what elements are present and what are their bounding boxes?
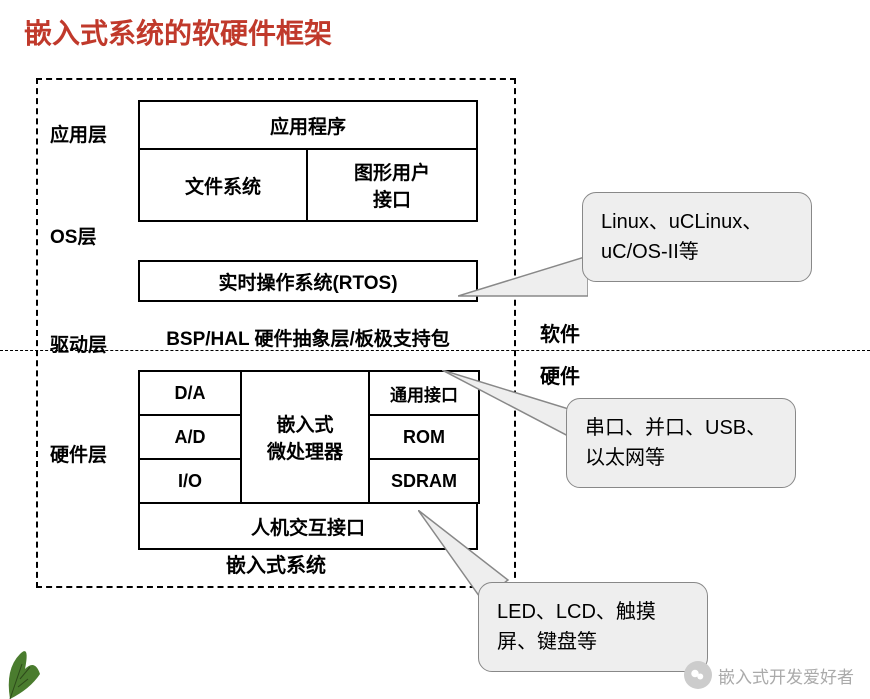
page-title: 嵌入式系统的软硬件框架 (24, 12, 332, 52)
box-io: I/O (138, 458, 242, 504)
box-sdram: SDRAM (368, 458, 480, 504)
box-da: D/A (138, 370, 242, 416)
callout-hmi: LED、LCD、触摸屏、键盘等 (478, 582, 708, 672)
label-driver-layer: 驱动层 (50, 330, 107, 357)
box-gui: 图形用户 接口 (306, 148, 478, 222)
box-app-program: 应用程序 (138, 100, 478, 150)
sw-hw-divider (0, 350, 870, 351)
wechat-icon (684, 661, 712, 689)
callout-tail-if (442, 370, 572, 440)
callout-tail-os (458, 256, 588, 326)
watermark: 嵌入式开发爱好者 (684, 661, 854, 689)
leaf-decoration (0, 629, 60, 699)
box-bsp-hal: BSP/HAL 硬件抽象层/板极支持包 (138, 324, 478, 351)
label-os-layer: OS层 (50, 222, 96, 249)
box-mpu: 嵌入式 微处理器 (240, 370, 370, 504)
watermark-text: 嵌入式开发爱好者 (718, 663, 854, 688)
callout-os: Linux、uCLinux、uC/OS-II等 (582, 192, 812, 282)
label-app-layer: 应用层 (50, 120, 107, 147)
box-ad: A/D (138, 414, 242, 460)
box-rtos: 实时操作系统(RTOS) (138, 260, 478, 302)
box-filesystem: 文件系统 (138, 148, 308, 222)
callout-interface: 串口、并口、USB、以太网等 (566, 398, 796, 488)
label-hw-layer: 硬件层 (50, 440, 107, 467)
